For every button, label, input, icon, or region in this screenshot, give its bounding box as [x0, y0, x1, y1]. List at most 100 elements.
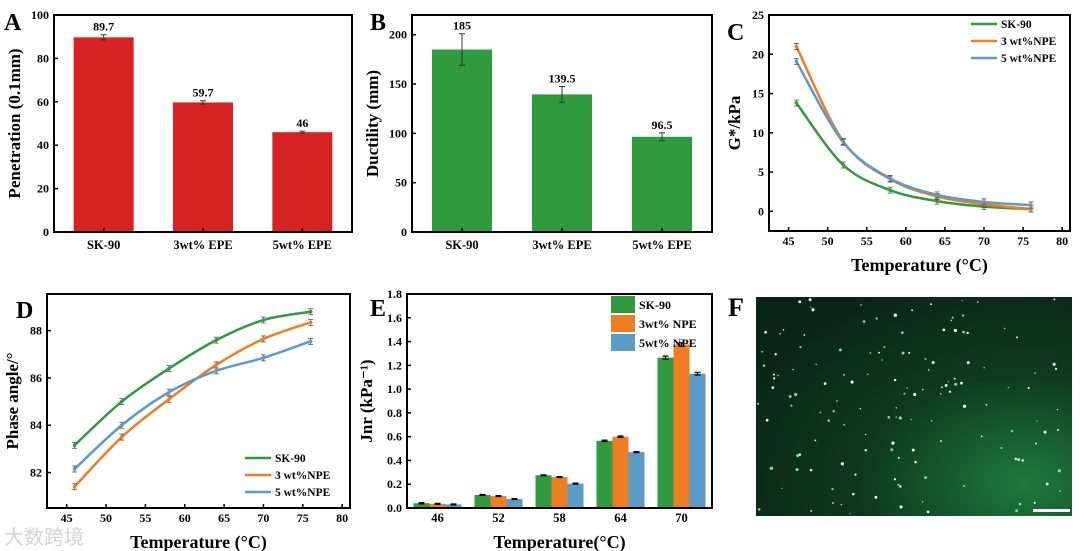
y-tick-label: 0.8 [387, 406, 402, 420]
bar [432, 49, 492, 232]
x-tick-label: 70 [257, 511, 269, 525]
fluorescent-particle [966, 361, 970, 365]
data-label: 89.7 [93, 20, 114, 34]
fluorescent-particle [781, 487, 783, 490]
x-tick-label: SK-90 [87, 238, 120, 252]
error-bar [572, 482, 579, 485]
y-tick-label: 40 [37, 138, 49, 152]
fluorescent-particle [792, 368, 794, 371]
fluorescent-particle [881, 359, 883, 361]
axes-frame [46, 293, 351, 509]
fluorescent-particle [761, 351, 763, 353]
scale-bar [1033, 509, 1070, 512]
bar [413, 503, 430, 508]
series-line [795, 102, 1031, 211]
bar [596, 440, 613, 508]
x-tick-label: 45 [783, 234, 795, 248]
fluorescent-particle [893, 378, 897, 382]
fluorescent-particle [960, 381, 963, 385]
data-point [214, 363, 219, 367]
axes-frame [768, 14, 1071, 232]
y-tick-label: 15 [752, 87, 764, 101]
y-tick-label: 1.6 [387, 311, 402, 325]
legend-label: 3wt% NPE [639, 317, 697, 331]
bar [474, 494, 491, 508]
bar [632, 136, 692, 232]
y-tick-label: 0 [758, 204, 764, 218]
fluorescent-particle [850, 380, 854, 384]
fluorescent-particle [771, 386, 775, 389]
data-point [794, 101, 799, 105]
fluorescent-particle [962, 330, 965, 334]
error-bar [556, 476, 563, 479]
fluorescent-particle [951, 316, 954, 319]
fluorescent-particle [1019, 503, 1022, 506]
y-axis-label: Penetration (0.1mm) [5, 48, 24, 198]
y-axis-label: G*/kPa [725, 95, 744, 150]
fluorescent-particle [903, 392, 906, 395]
fluorescent-particle [940, 386, 943, 389]
chart-panel-e: 46 52 58 64 70 SK-90 3wt% NPE 5wt% NPE 0.0 0.2 0.4… [357, 287, 713, 551]
x-tick-label: 50 [100, 511, 112, 525]
fluorescent-particle [867, 373, 869, 375]
error-bar [659, 132, 665, 142]
fluorescent-particle [913, 392, 917, 397]
y-tick-label: 1.8 [387, 287, 402, 301]
fluorescent-particle [954, 382, 958, 386]
x-axis-label: Temperature(°C) [493, 532, 625, 551]
series-line [73, 340, 312, 470]
fluorescent-particle [895, 416, 897, 418]
fluorescent-particle [836, 400, 838, 402]
fluorescent-particle [897, 456, 900, 459]
fluorescent-particle [1052, 362, 1056, 366]
y-tick-label: 1.4 [387, 335, 402, 349]
fluorescent-particle [1053, 298, 1056, 301]
panel-label-c: C [727, 20, 744, 46]
fluorescent-particle [854, 473, 857, 476]
fluorescent-particle [864, 433, 867, 436]
error-bar [479, 493, 486, 496]
fluorescent-particle [795, 467, 799, 472]
data-point [167, 397, 171, 402]
x-axis-label: Temperature (°C) [130, 532, 267, 551]
bar [628, 452, 645, 508]
data-point [261, 318, 266, 322]
fluorescent-particle [1007, 386, 1010, 389]
fluorescent-particle [773, 377, 776, 380]
y-tick-label: 0 [43, 225, 49, 239]
fluorescent-particle [1057, 429, 1060, 431]
chart-panel-d: SK-90 3 wt%NPE 5 wt%NPE 82 84 86 88 45 50 55 60 65 7… [3, 293, 351, 551]
fluorescent-particle [769, 466, 774, 470]
fluorescent-particle [1000, 447, 1003, 449]
fluorescent-particle [883, 345, 886, 349]
fluorescent-particle [891, 441, 895, 445]
error-bar [601, 439, 608, 443]
bar [612, 436, 629, 508]
fluorescent-particle [874, 495, 878, 499]
bar [506, 499, 523, 508]
fluorescent-particle [794, 392, 798, 397]
error-bar [678, 342, 685, 347]
series-line [795, 45, 1032, 211]
fluorescent-particle [1014, 457, 1017, 460]
fluorescent-particle [911, 309, 914, 312]
fluorescence-image [756, 297, 1072, 516]
x-tick-label: 65 [939, 234, 951, 248]
x-tick-label: 70 [675, 511, 688, 525]
panel-label-b: B [370, 10, 386, 36]
data-label: 59.7 [193, 86, 214, 100]
data-point [167, 366, 171, 371]
fluorescent-particle [1057, 469, 1062, 473]
fluorescent-particle [782, 329, 785, 331]
fluorescent-particle [860, 304, 862, 306]
error-bar [459, 33, 465, 66]
fluorescent-particle [950, 319, 953, 322]
fluorescent-particle [811, 308, 815, 312]
fluorescent-particle [922, 501, 924, 503]
fluorescent-particle [808, 298, 812, 302]
series-line [73, 321, 312, 488]
y-tick-label: 88 [30, 324, 42, 338]
y-tick-label: 84 [30, 418, 42, 432]
error-bar [633, 450, 640, 454]
